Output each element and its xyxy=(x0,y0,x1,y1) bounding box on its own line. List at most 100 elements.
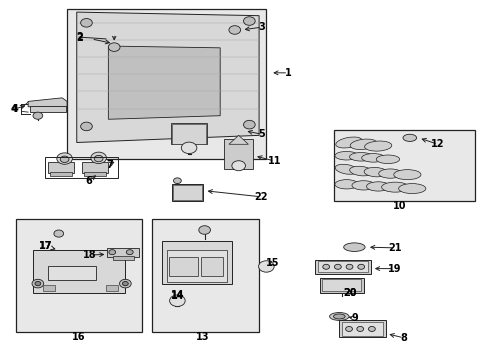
Ellipse shape xyxy=(349,153,372,161)
Polygon shape xyxy=(108,46,220,119)
Text: 4: 4 xyxy=(10,104,17,114)
Circle shape xyxy=(181,142,197,154)
Text: 17: 17 xyxy=(40,241,53,251)
Circle shape xyxy=(173,178,181,184)
Bar xyxy=(33,249,125,293)
Ellipse shape xyxy=(378,169,401,178)
Bar xyxy=(47,266,96,280)
Bar xyxy=(339,320,385,337)
Text: 13: 13 xyxy=(196,332,209,342)
Text: 19: 19 xyxy=(386,264,400,274)
Ellipse shape xyxy=(334,152,358,160)
Circle shape xyxy=(122,282,128,286)
Text: 12: 12 xyxy=(430,139,444,149)
Circle shape xyxy=(169,295,185,306)
Text: 14: 14 xyxy=(170,291,184,301)
Text: 9: 9 xyxy=(350,313,357,323)
Circle shape xyxy=(54,230,63,237)
Ellipse shape xyxy=(364,141,391,151)
Ellipse shape xyxy=(329,312,348,320)
Bar xyxy=(16,219,142,332)
Polygon shape xyxy=(28,98,67,107)
Text: 6: 6 xyxy=(85,176,92,186)
Text: 16: 16 xyxy=(71,332,85,342)
Text: 21: 21 xyxy=(387,243,401,253)
Circle shape xyxy=(32,279,43,288)
Circle shape xyxy=(199,226,210,234)
Text: 18: 18 xyxy=(83,250,97,260)
Text: 7: 7 xyxy=(106,159,112,170)
Circle shape xyxy=(108,43,120,51)
Circle shape xyxy=(109,249,116,255)
Circle shape xyxy=(258,261,274,272)
Text: 10: 10 xyxy=(392,201,406,211)
Bar xyxy=(170,123,206,144)
Circle shape xyxy=(119,279,131,288)
Bar xyxy=(30,106,66,112)
Bar xyxy=(322,279,361,292)
Bar xyxy=(152,219,259,332)
Circle shape xyxy=(345,327,352,332)
Circle shape xyxy=(35,282,41,286)
Circle shape xyxy=(33,112,42,119)
Bar xyxy=(166,249,227,282)
Bar xyxy=(106,285,118,291)
Text: 2: 2 xyxy=(76,33,82,43)
Ellipse shape xyxy=(361,154,384,162)
Text: 20: 20 xyxy=(342,288,356,298)
Text: 14: 14 xyxy=(170,290,184,300)
Bar xyxy=(341,322,382,336)
Text: 1: 1 xyxy=(285,68,291,78)
Ellipse shape xyxy=(351,181,374,190)
Bar xyxy=(318,261,367,272)
Bar xyxy=(171,184,203,202)
Ellipse shape xyxy=(349,139,376,149)
Polygon shape xyxy=(77,12,259,143)
Ellipse shape xyxy=(334,180,358,189)
Text: 20: 20 xyxy=(342,288,356,298)
Bar xyxy=(319,278,363,293)
Ellipse shape xyxy=(366,182,389,191)
Ellipse shape xyxy=(335,164,357,174)
Bar xyxy=(173,185,201,201)
Circle shape xyxy=(81,122,92,131)
Circle shape xyxy=(322,264,329,269)
Circle shape xyxy=(228,26,240,34)
Bar xyxy=(45,157,118,178)
Ellipse shape xyxy=(333,314,345,319)
Text: 2: 2 xyxy=(76,32,82,42)
Polygon shape xyxy=(228,135,248,144)
Bar xyxy=(201,257,222,276)
Ellipse shape xyxy=(393,170,420,180)
Circle shape xyxy=(57,153,72,164)
Bar xyxy=(81,162,108,173)
Circle shape xyxy=(356,327,363,332)
Text: 17: 17 xyxy=(40,241,53,251)
Bar xyxy=(107,248,139,257)
Bar xyxy=(50,172,72,176)
Bar xyxy=(169,257,198,276)
Ellipse shape xyxy=(364,167,386,177)
Circle shape xyxy=(231,161,245,171)
Text: 8: 8 xyxy=(400,333,407,343)
Ellipse shape xyxy=(402,134,416,141)
Bar xyxy=(113,256,133,260)
Ellipse shape xyxy=(381,182,408,192)
Circle shape xyxy=(126,249,133,255)
Circle shape xyxy=(94,156,103,162)
Bar xyxy=(334,130,474,202)
Circle shape xyxy=(334,264,341,269)
Text: 4: 4 xyxy=(12,104,19,114)
Ellipse shape xyxy=(375,155,399,163)
Ellipse shape xyxy=(343,243,365,251)
Bar xyxy=(67,9,266,158)
Circle shape xyxy=(368,327,374,332)
Ellipse shape xyxy=(398,184,425,194)
Text: 5: 5 xyxy=(258,129,265,139)
Bar xyxy=(42,285,55,291)
Circle shape xyxy=(346,264,352,269)
Bar xyxy=(171,123,205,144)
Text: 11: 11 xyxy=(267,156,281,166)
Circle shape xyxy=(243,120,255,129)
Text: 15: 15 xyxy=(265,258,279,268)
